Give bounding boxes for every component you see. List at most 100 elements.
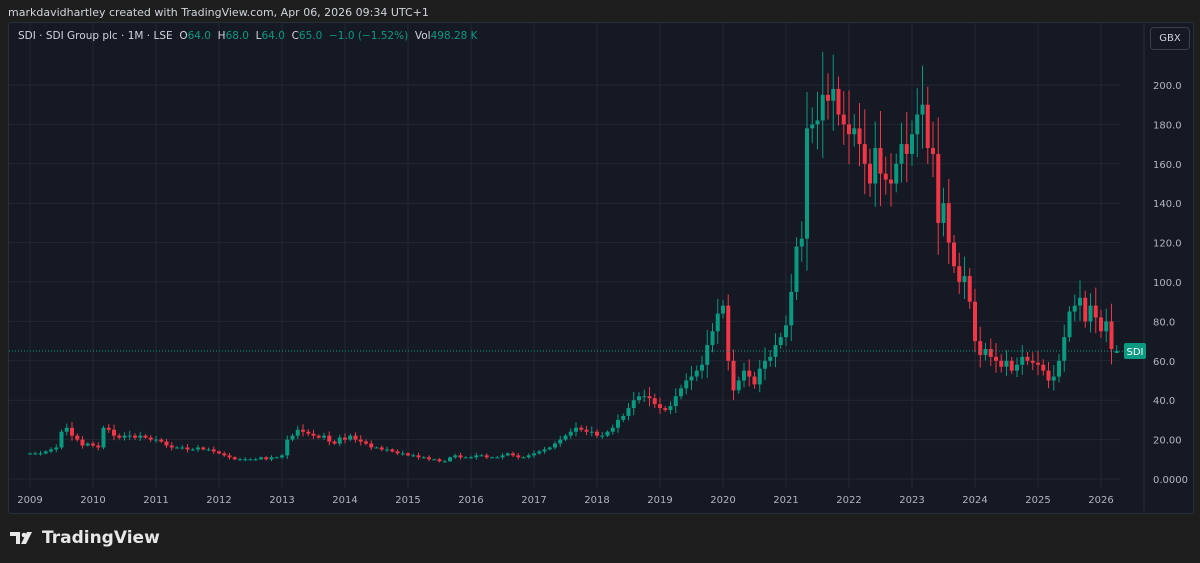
candle-body bbox=[847, 124, 851, 135]
candle-body bbox=[752, 376, 757, 385]
candle-body bbox=[605, 431, 610, 436]
symbol-name[interactable]: SDI · SDI Group plc · 1M · LSE bbox=[18, 30, 173, 42]
candle-body bbox=[584, 429, 589, 432]
candle-body bbox=[862, 144, 867, 164]
candle-body bbox=[437, 459, 442, 462]
candle-body bbox=[301, 429, 305, 432]
candle-body bbox=[253, 459, 258, 461]
candle-body bbox=[358, 439, 363, 442]
candle-body bbox=[1057, 360, 1061, 377]
candle-body bbox=[700, 364, 704, 371]
candle-body bbox=[238, 459, 242, 461]
x-tick-label: 2019 bbox=[647, 495, 672, 506]
candle-body bbox=[332, 441, 337, 444]
candle-body bbox=[589, 431, 594, 433]
candle-body bbox=[1104, 321, 1109, 332]
x-tick-label: 2016 bbox=[458, 495, 483, 506]
y-tick-label: 20.00 bbox=[1153, 436, 1182, 447]
candle-body bbox=[784, 325, 788, 338]
candle-body bbox=[736, 380, 741, 391]
x-tick-label: 2014 bbox=[332, 495, 357, 506]
candle-body bbox=[637, 396, 641, 401]
candle-body bbox=[112, 429, 116, 436]
candle-body bbox=[983, 348, 988, 355]
candle-body bbox=[70, 427, 74, 436]
candle-body bbox=[479, 455, 484, 457]
candle-body bbox=[28, 453, 32, 455]
x-tick-label: 2025 bbox=[1025, 495, 1050, 506]
candle-body bbox=[868, 163, 872, 184]
change-value: −1.0 (−1.52%) bbox=[329, 30, 409, 42]
candle-body bbox=[122, 435, 127, 438]
candle-body bbox=[206, 449, 211, 451]
candle-body bbox=[579, 427, 584, 430]
close-label: C bbox=[291, 30, 299, 42]
candle-body bbox=[353, 435, 358, 440]
candle-body bbox=[757, 368, 762, 385]
candle-body bbox=[232, 457, 237, 460]
candle-body bbox=[616, 419, 620, 428]
candle-body bbox=[448, 457, 452, 462]
candle-body bbox=[96, 445, 101, 448]
chart-pane[interactable] bbox=[8, 22, 1194, 514]
candle-body bbox=[127, 435, 132, 437]
candle-body bbox=[815, 120, 820, 125]
candle-body bbox=[500, 455, 505, 458]
candle-body bbox=[374, 447, 379, 449]
candle-body bbox=[710, 331, 715, 346]
x-tick-label: 2009 bbox=[17, 495, 42, 506]
x-tick-label: 2012 bbox=[206, 495, 231, 506]
candle-body bbox=[889, 179, 893, 184]
candle-body bbox=[1067, 311, 1072, 338]
candle-body bbox=[694, 370, 699, 377]
candle-body bbox=[348, 435, 353, 440]
x-tick-label: 2020 bbox=[710, 495, 735, 506]
candle-body bbox=[154, 439, 158, 441]
currency-button[interactable]: GBX bbox=[1150, 27, 1190, 50]
candle-body bbox=[1099, 317, 1103, 332]
candle-body bbox=[379, 447, 384, 450]
candle-body bbox=[505, 453, 510, 456]
candle-body bbox=[43, 451, 48, 454]
x-tick-label: 2015 bbox=[395, 495, 420, 506]
candle-body bbox=[211, 449, 216, 452]
candle-body bbox=[967, 276, 972, 302]
candle-body bbox=[883, 173, 888, 180]
candle-body bbox=[495, 457, 500, 459]
candle-body bbox=[521, 457, 526, 459]
candle-body bbox=[143, 435, 148, 438]
candle-body bbox=[768, 356, 773, 361]
candle-body bbox=[673, 396, 678, 407]
tradingview-logo: TradingView bbox=[10, 528, 160, 548]
candle-body bbox=[259, 457, 263, 460]
candle-body bbox=[490, 457, 494, 459]
candle-body bbox=[1036, 362, 1040, 365]
candle-body bbox=[563, 435, 568, 440]
candle-body bbox=[164, 441, 169, 446]
y-tick-label: 100.0 bbox=[1153, 278, 1182, 289]
candle-body bbox=[652, 398, 657, 405]
candle-body bbox=[400, 453, 405, 455]
y-tick-label: 60.0 bbox=[1153, 357, 1175, 368]
candle-body bbox=[343, 437, 347, 440]
candle-body bbox=[526, 455, 531, 458]
candle-body bbox=[322, 435, 326, 438]
candle-body bbox=[138, 435, 143, 438]
candle-body bbox=[873, 148, 878, 184]
candle-body bbox=[49, 449, 53, 452]
high-value: 68.0 bbox=[225, 30, 249, 42]
open-label: O bbox=[179, 30, 188, 42]
candle-body bbox=[306, 431, 311, 434]
candle-body bbox=[1072, 305, 1077, 312]
candle-body bbox=[925, 104, 930, 149]
candle-body bbox=[962, 276, 967, 282]
candle-body bbox=[1025, 356, 1030, 361]
candle-body bbox=[941, 203, 946, 223]
candle-body bbox=[511, 453, 515, 456]
candle-body bbox=[810, 124, 815, 129]
candle-body bbox=[841, 114, 846, 125]
candle-body bbox=[1062, 337, 1067, 361]
candle-body bbox=[390, 449, 395, 452]
candle-body bbox=[988, 348, 993, 357]
